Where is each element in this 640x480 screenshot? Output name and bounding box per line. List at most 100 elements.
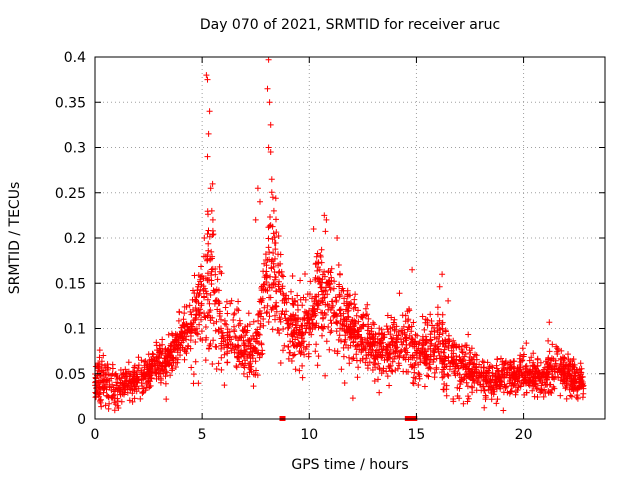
- data-point: [544, 361, 550, 368]
- data-point: [576, 366, 583, 373]
- data-point: [445, 345, 452, 351]
- data-point: [468, 370, 475, 376]
- data-point: [206, 300, 213, 307]
- data-point: [300, 338, 307, 345]
- data-point: [203, 72, 210, 79]
- data-point: [161, 355, 168, 362]
- data-point: [262, 287, 269, 294]
- data-point: [335, 262, 342, 268]
- data-point: [105, 405, 112, 412]
- data-point: [235, 307, 242, 314]
- data-point: [269, 326, 276, 333]
- data-point: [428, 318, 435, 324]
- data-point: [507, 365, 513, 372]
- data-point: [252, 216, 259, 223]
- data-point: [235, 322, 242, 329]
- data-point: [283, 308, 290, 315]
- data-point: [128, 379, 135, 386]
- data-point: [224, 350, 231, 357]
- data-point: [554, 351, 561, 357]
- data-point: [323, 279, 330, 286]
- data-point: [351, 333, 358, 340]
- data-point: [188, 364, 195, 371]
- data-point: [459, 349, 466, 356]
- data-point: [481, 404, 488, 411]
- data-point: [261, 304, 268, 311]
- data-point: [224, 332, 231, 339]
- data-point: [375, 376, 381, 383]
- data-point: [372, 356, 379, 363]
- data-point: [224, 344, 231, 351]
- data-point: [326, 346, 333, 353]
- data-point: [419, 313, 426, 320]
- data-point: [218, 325, 224, 332]
- data-point: [538, 382, 545, 389]
- data-point: [258, 285, 265, 291]
- data-point: [184, 327, 191, 334]
- data-point: [462, 351, 469, 357]
- data-point: [288, 288, 294, 295]
- data-point: [152, 369, 159, 376]
- data-point: [234, 306, 240, 313]
- data-point: [360, 346, 367, 353]
- data-point: [462, 361, 469, 367]
- data-point: [221, 351, 228, 358]
- data-point: [158, 377, 165, 383]
- data-point: [353, 312, 360, 319]
- data-point: [412, 331, 419, 338]
- data-point: [439, 271, 446, 278]
- data-point: [122, 370, 129, 377]
- data-point: [352, 319, 359, 326]
- data-point: [199, 337, 206, 344]
- data-point: [278, 310, 285, 317]
- data-point: [258, 340, 265, 347]
- data-point: [537, 377, 544, 384]
- data-point: [471, 360, 478, 367]
- data-point: [473, 378, 480, 385]
- data-point: [194, 331, 201, 338]
- data-point: [339, 285, 346, 292]
- data-point: [273, 308, 280, 315]
- data-point: [496, 374, 503, 381]
- data-point: [336, 306, 343, 313]
- data-point: [314, 362, 321, 369]
- data-point: [267, 294, 274, 301]
- data-point: [153, 339, 160, 346]
- data-point: [383, 323, 390, 330]
- data-point: [421, 326, 428, 333]
- data-point: [280, 326, 287, 332]
- data-point: [275, 251, 281, 258]
- data-point: [481, 364, 488, 371]
- data-point: [131, 395, 138, 402]
- data-point: [419, 345, 426, 351]
- data-point: [181, 324, 188, 330]
- data-point: [475, 379, 481, 386]
- data-point: [330, 285, 337, 292]
- data-point: [515, 384, 522, 391]
- data-point: [453, 341, 459, 348]
- data-point: [219, 333, 226, 339]
- data-point: [240, 342, 247, 348]
- data-point: [299, 316, 306, 323]
- data-point: [96, 347, 103, 354]
- data-point: [254, 372, 261, 379]
- data-point: [264, 85, 271, 92]
- data-point: [432, 346, 439, 353]
- data-point: [441, 343, 448, 350]
- data-point: [163, 396, 170, 403]
- data-point: [511, 375, 517, 382]
- data-point: [205, 240, 212, 247]
- data-point: [350, 355, 357, 362]
- data-point: [149, 350, 156, 357]
- data-point: [338, 366, 345, 373]
- data-point: [253, 367, 259, 374]
- data-point: [337, 318, 344, 324]
- data-point: [341, 316, 348, 323]
- data-point: [506, 390, 513, 397]
- data-point: [373, 347, 380, 354]
- data-point: [563, 373, 570, 380]
- data-point: [196, 321, 203, 328]
- data-point: [268, 176, 275, 183]
- data-point: [327, 317, 334, 324]
- data-point: [267, 214, 273, 220]
